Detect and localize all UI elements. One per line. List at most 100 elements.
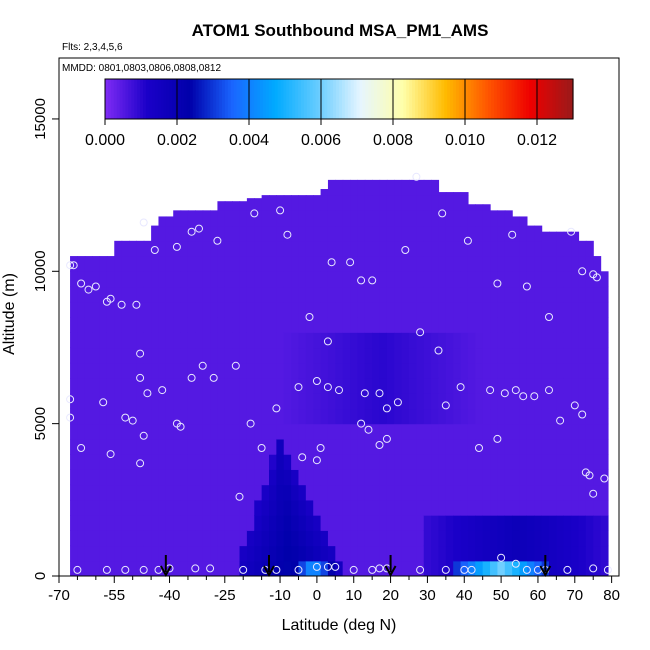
heatmap-cell	[121, 240, 130, 257]
colorbar-segment	[125, 79, 129, 119]
heatmap-cell	[180, 362, 189, 379]
heatmap-cell	[600, 408, 609, 425]
heatmap-cell	[386, 286, 395, 303]
heatmap-cell	[350, 377, 359, 394]
heatmap-cell	[313, 484, 322, 501]
heatmap-cell	[342, 454, 351, 470]
heatmap-cell	[526, 240, 535, 257]
colorbar-segment	[260, 79, 264, 119]
heatmap-cell	[372, 515, 381, 531]
heatmap-cell	[372, 195, 381, 211]
heatmap-cell	[409, 545, 417, 562]
heatmap-cell	[106, 499, 115, 516]
heatmap-cell	[224, 484, 233, 501]
heatmap-cell	[431, 408, 440, 425]
colorbar-segment	[336, 79, 340, 119]
observation-point	[493, 279, 502, 288]
heatmap-cell	[401, 240, 410, 257]
heatmap-cell	[350, 210, 359, 227]
heatmap-cell	[578, 332, 587, 349]
heatmap-cell	[512, 362, 521, 379]
heatmap-cell	[335, 530, 344, 547]
heatmap-cell	[224, 377, 233, 394]
y-tick-label: 10000	[32, 250, 49, 292]
heatmap-cell	[136, 301, 145, 318]
colorbar-segment	[377, 79, 381, 119]
heatmap-cell	[335, 271, 344, 288]
colorbar-tick-label: 0.010	[445, 132, 485, 149]
heatmap-cell	[350, 469, 359, 486]
heatmap-cell	[210, 423, 219, 440]
heatmap-cell	[585, 408, 594, 425]
heatmap-cell	[423, 560, 432, 576]
heatmap-cell	[364, 530, 373, 547]
heatmap-cell	[313, 560, 322, 576]
heatmap-cell	[298, 362, 307, 379]
heatmap-cell	[379, 195, 388, 211]
heatmap-cell	[129, 240, 137, 257]
observation-point	[486, 386, 495, 395]
heatmap-cell	[467, 332, 476, 349]
heatmap-cell	[261, 271, 270, 288]
heatmap-cell	[585, 317, 594, 333]
observation-point	[246, 419, 255, 428]
heatmap-cell	[92, 499, 101, 516]
heatmap-cell	[269, 195, 277, 211]
heatmap-cell	[232, 201, 241, 211]
heatmap-cell	[600, 515, 609, 531]
heatmap-cell	[467, 317, 476, 333]
colorbar-segment	[201, 79, 206, 119]
heatmap-cell	[217, 377, 226, 394]
heatmap-cell	[490, 347, 499, 364]
heatmap-cell	[261, 438, 270, 455]
heatmap-cell	[232, 530, 241, 547]
heatmap-cell	[482, 484, 491, 501]
heatmap-cell	[195, 271, 204, 288]
heatmap-cell	[313, 286, 322, 303]
heatmap-cell	[121, 484, 130, 501]
heatmap-cell	[187, 393, 196, 410]
heatmap-cell	[372, 317, 381, 333]
heatmap-cell	[129, 484, 137, 501]
heatmap-cell	[70, 347, 79, 364]
observation-point	[187, 373, 196, 382]
heatmap-cell	[519, 393, 528, 410]
heatmap-cell	[453, 195, 462, 211]
heatmap-cell	[187, 515, 196, 531]
heatmap-cell	[585, 286, 594, 303]
heatmap-cell	[283, 545, 292, 562]
heatmap-cell	[585, 347, 594, 364]
heatmap-cell	[372, 210, 381, 227]
heatmap-cell	[114, 332, 123, 349]
heatmap-cell	[534, 332, 543, 349]
heatmap-cell	[313, 408, 322, 425]
heatmap-cell	[261, 225, 270, 242]
heatmap-cell	[136, 332, 145, 349]
heatmap-cell	[512, 469, 521, 486]
observation-point	[497, 553, 506, 562]
colorbar-segment	[382, 79, 387, 119]
heatmap-cell	[313, 454, 322, 470]
colorbar-segment	[461, 79, 466, 119]
heatmap-cell	[195, 408, 204, 425]
observation-point	[585, 471, 594, 480]
heatmap-cell	[291, 332, 300, 349]
heatmap-cell	[151, 515, 160, 531]
heatmap-cell	[151, 484, 160, 501]
observation-point	[493, 434, 502, 443]
heatmap-cell	[534, 377, 543, 394]
heatmap-cell	[84, 347, 93, 364]
heatmap-cell	[261, 256, 270, 272]
heatmap-cell	[254, 198, 263, 211]
heatmap-cell	[114, 530, 123, 547]
heatmap-cell	[401, 225, 410, 242]
heatmap-cell	[327, 256, 336, 272]
heatmap-cell	[438, 347, 447, 364]
heatmap-cell	[261, 469, 270, 486]
heatmap-cell	[335, 256, 344, 272]
heatmap-cell	[239, 286, 248, 303]
heatmap-cell	[217, 317, 226, 333]
heatmap-cell	[497, 438, 506, 455]
heatmap-cell	[585, 515, 594, 531]
heatmap-cell	[364, 362, 373, 379]
